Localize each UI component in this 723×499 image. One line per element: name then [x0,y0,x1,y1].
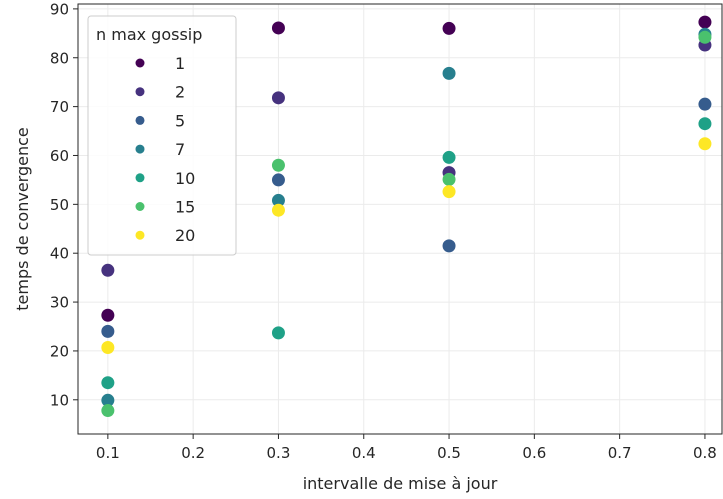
y-tick-label: 50 [50,196,69,214]
data-point-series-5-4 [698,97,712,111]
data-point-series-7-1 [101,393,115,407]
legend-label-10: 10 [175,169,195,188]
x-tick-label: 0.6 [522,444,546,462]
legend-marker-5 [135,115,145,125]
data-point-series-5-2 [271,173,285,187]
x-tick-label: 0.8 [693,444,717,462]
data-point-series-10-4 [698,117,712,131]
data-point-series-1-1 [101,308,115,322]
legend-marker-15 [135,202,145,211]
data-point-series-2-1 [101,263,115,277]
y-axis-label: temps de convergence [13,127,32,310]
data-point-series-10-3 [442,150,456,164]
data-points [101,15,712,418]
x-tick-label: 0.3 [267,444,291,462]
data-point-series-15-2 [271,158,285,172]
x-tick-label: 0.2 [181,444,205,462]
x-tick-label: 0.4 [352,444,376,462]
data-point-series-10-2 [271,326,285,340]
y-tick-label: 80 [50,49,69,67]
y-tick-label: 90 [50,0,69,18]
data-point-series-20-2 [271,203,285,217]
legend-label-5: 5 [175,111,185,130]
y-tick-label: 70 [50,98,69,116]
legend-label-1: 1 [175,54,185,73]
data-point-series-20-1 [101,341,115,355]
data-point-series-5-3 [442,239,456,253]
legend-title: n max gossip [96,25,202,44]
legend-label-20: 20 [175,226,195,245]
legend-items: 1 2 5 7 10 15 20 [135,54,195,245]
y-tick-label: 40 [50,245,69,263]
x-tick-label: 0.1 [96,444,120,462]
data-point-series-15-1 [101,404,115,418]
legend-marker-10 [135,173,145,183]
data-point-series-1-3 [442,21,456,35]
data-point-series-10-1 [101,376,115,390]
data-point-series-20-4 [698,137,712,151]
data-point-series-1-2 [271,21,285,35]
legend-marker-2 [135,87,145,97]
legend: n max gossip 1 2 5 7 10 15 20 [87,15,237,256]
y-tick-label: 20 [50,342,69,360]
plot-frame [77,3,723,435]
legend-label-15: 15 [175,198,195,217]
x-tick-label: 0.7 [608,444,632,462]
y-tick-label: 30 [50,294,69,312]
data-point-series-7-3 [442,66,456,80]
y-tick-label: 60 [50,147,69,165]
data-point-series-5-1 [101,324,115,338]
legend-marker-20 [135,230,145,240]
data-point-series-20-3 [442,185,456,199]
y-tick-label: 10 [50,391,69,409]
axis-ticks: 0.1 0.2 0.3 0.4 0.5 0.6 0.7 0.8 10 20 30 40 50 60 70 80… [50,0,717,462]
legend-label-7: 7 [175,140,185,159]
data-point-series-1-4 [698,15,712,29]
data-point-series-15-3 [442,172,456,186]
legend-box [87,15,237,256]
data-point-series-15-4 [698,30,712,44]
legend-marker-7 [135,144,145,154]
data-point-series-7-2 [271,193,285,207]
x-axis-label: intervalle de mise à jour [303,474,498,493]
legend-label-2: 2 [175,83,185,102]
data-point-series-2-2 [271,91,285,105]
legend-marker-1 [135,58,145,68]
x-tick-label: 0.5 [437,444,461,462]
